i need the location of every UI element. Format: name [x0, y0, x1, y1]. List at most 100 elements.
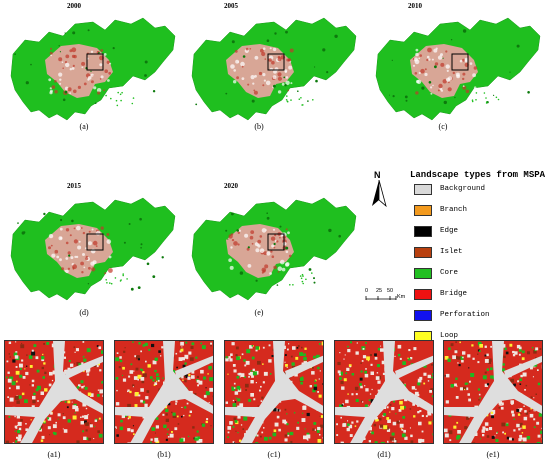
landscape-patch: [343, 378, 347, 382]
urban-patch: [90, 248, 96, 254]
landscape-patch: [517, 380, 520, 383]
landscape-patch: [144, 342, 148, 346]
landscape-patch: [486, 383, 490, 386]
landscape-patch: [86, 348, 91, 353]
river-branch: [504, 355, 542, 379]
landscape-patch: [138, 394, 141, 397]
landscape-patch: [407, 357, 409, 359]
landscape-patch: [419, 376, 423, 380]
landscape-patch: [282, 419, 286, 424]
urban-patch: [230, 64, 235, 69]
landscape-patch: [201, 423, 206, 427]
urban-patch: [440, 89, 444, 92]
forest-patch: [421, 86, 425, 90]
landscape-patch: [237, 373, 239, 375]
landscape-patch: [194, 393, 197, 396]
landscape-patch: [311, 366, 314, 369]
landscape-patch: [66, 406, 69, 409]
landscape-patch: [382, 372, 386, 375]
landscape-patch: [20, 419, 23, 422]
landscape-patch: [269, 373, 272, 375]
forest-patch: [146, 262, 150, 266]
landscape-patch: [16, 385, 20, 390]
landscape-patch: [361, 400, 363, 403]
landscape-patch: [263, 381, 265, 383]
landscape-patch: [240, 373, 245, 377]
urban-patch: [288, 65, 293, 70]
landscape-patch: [243, 359, 246, 362]
landscape-patch: [140, 350, 142, 353]
landscape-patch: [362, 355, 367, 359]
urban-patch: [236, 76, 239, 80]
landscape-patch: [391, 432, 395, 436]
landscape-patch: [457, 362, 459, 364]
landscape-patch: [519, 378, 522, 381]
urban-patch: [254, 242, 259, 247]
landscape-patch: [241, 353, 244, 356]
urban-patch: [285, 76, 289, 79]
landscape-patch: [132, 384, 135, 387]
landscape-patch: [234, 391, 239, 395]
urban-patch: [262, 47, 266, 50]
zoom-caption: (c1): [267, 450, 281, 459]
forest-patch: [334, 34, 338, 38]
landscape-patch: [389, 411, 391, 413]
landscape-patch: [301, 376, 303, 378]
urban-patch: [269, 272, 272, 275]
zoom-panel-b1: [114, 340, 214, 444]
landscape-patch: [273, 407, 277, 412]
landscape-patch: [340, 441, 344, 443]
landscape-patch: [395, 413, 397, 415]
urban-patch: [51, 85, 56, 89]
landscape-patch: [530, 396, 533, 399]
legend-label: Bridge: [440, 290, 468, 298]
landscape-patch: [322, 383, 323, 385]
landscape-patch: [452, 355, 456, 360]
landscape-patch: [396, 420, 400, 424]
landscape-patch: [167, 436, 170, 438]
landscape-patch: [423, 382, 426, 385]
landscape-patch: [76, 386, 80, 389]
scale-tick-0: 0: [365, 288, 369, 294]
landscape-patch: [347, 393, 349, 395]
urban-patch: [69, 68, 73, 71]
landscape-patch: [532, 376, 534, 378]
landscape-patch: [482, 434, 485, 437]
landscape-patch: [15, 351, 18, 354]
landscape-patch: [26, 354, 28, 356]
landscape-patch: [520, 427, 522, 429]
landscape-patch: [64, 401, 67, 403]
landscape-patch: [8, 387, 11, 390]
urban-patch: [438, 83, 443, 89]
urban-patch: [434, 62, 439, 66]
urban-patch: [270, 250, 273, 253]
urban-patch: [69, 234, 72, 237]
forest-patch: [195, 103, 198, 106]
landscape-patch: [149, 376, 153, 379]
urban-patch: [262, 84, 265, 87]
urban-patch: [272, 75, 277, 80]
urban-patch: [445, 50, 448, 53]
islet-patch: [497, 98, 500, 101]
landscape-patch: [541, 438, 542, 440]
landscape-patch: [191, 342, 195, 346]
urban-patch: [426, 55, 430, 59]
urban-patch: [412, 64, 416, 67]
landscape-patch: [145, 396, 149, 400]
landscape-patch: [351, 421, 354, 424]
landscape-patch: [15, 440, 18, 443]
islet-patch: [495, 96, 498, 99]
urban-patch: [76, 225, 81, 231]
landscape-patch: [477, 353, 479, 355]
urban-patch: [446, 77, 451, 82]
urban-patch: [82, 253, 85, 256]
urban-patch: [230, 246, 233, 249]
landscape-patch: [9, 376, 14, 381]
landscape-patch: [413, 415, 416, 418]
urban-patch: [106, 233, 110, 236]
urban-patch: [67, 251, 71, 255]
urban-patch: [65, 241, 69, 245]
landscape-patch: [317, 391, 319, 393]
landscape-patch: [261, 431, 264, 434]
landscape-patch: [80, 380, 84, 384]
